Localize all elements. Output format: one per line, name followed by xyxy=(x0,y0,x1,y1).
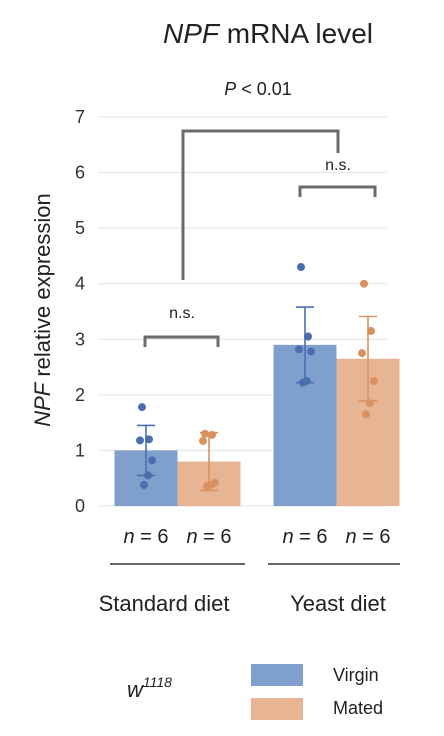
bracket-between-diets xyxy=(181,129,340,280)
data-point-mated xyxy=(362,410,370,419)
data-point-virgin xyxy=(138,403,146,412)
strain-label-base: w xyxy=(127,677,145,702)
data-point-virgin xyxy=(307,347,315,356)
bracket-standard-diet xyxy=(143,335,220,347)
group-label-yeast: Yeast diet xyxy=(290,591,386,616)
data-point-mated xyxy=(201,429,209,438)
y-tick-label: 1 xyxy=(75,440,85,460)
data-point-virgin xyxy=(297,263,305,272)
data-point-virgin xyxy=(148,456,156,465)
data-point-virgin xyxy=(304,332,312,341)
p-value-label: P < 0.01 xyxy=(224,79,292,99)
data-point-virgin xyxy=(299,378,307,387)
data-point-mated xyxy=(370,376,378,385)
legend-swatch-virgin xyxy=(251,664,303,686)
strain-label: w1118 xyxy=(127,674,172,702)
y-axis-ticks: 0 1 2 3 4 5 6 7 xyxy=(75,107,85,516)
y-tick-label: 4 xyxy=(75,274,85,294)
data-point-mated xyxy=(366,399,374,408)
legend-swatch-mated xyxy=(251,698,303,720)
data-point-mated xyxy=(208,430,216,439)
y-tick-label: 5 xyxy=(75,218,85,238)
bracket-yeast-diet xyxy=(298,185,377,197)
y-axis-label-italic: NPF xyxy=(30,381,55,427)
y-axis-label: NPF relative expression xyxy=(30,193,55,427)
significance-brackets xyxy=(143,129,377,347)
n-label: n = 6 xyxy=(186,526,231,548)
data-point-virgin xyxy=(144,471,152,480)
chart-title-italic: NPF xyxy=(163,18,221,49)
data-point-mated xyxy=(199,436,207,445)
n-labels: n = 6 n = 6 n = 6 n = 6 xyxy=(123,526,390,548)
legend-label-mated: Mated xyxy=(333,698,383,718)
y-tick-label: 3 xyxy=(75,329,85,349)
y-tick-label: 0 xyxy=(75,496,85,516)
n-label: n = 6 xyxy=(282,526,327,548)
ns-label-standard: n.s. xyxy=(169,305,195,322)
legend: Virgin Mated xyxy=(251,664,383,720)
ns-label-yeast: n.s. xyxy=(325,157,351,174)
bars xyxy=(114,344,400,506)
n-label: n = 6 xyxy=(345,526,390,548)
group-label-standard: Standard diet xyxy=(99,591,230,616)
y-tick-label: 2 xyxy=(75,385,85,405)
y-axis-label-rest: relative expression xyxy=(30,193,55,383)
legend-label-virgin: Virgin xyxy=(333,665,379,685)
p-value-rest: < 0.01 xyxy=(236,79,292,99)
n-label: n = 6 xyxy=(123,526,168,548)
chart-title-rest: mRNA level xyxy=(219,18,373,49)
data-points xyxy=(136,263,378,490)
data-point-mated xyxy=(358,349,366,358)
data-point-mated xyxy=(367,326,375,335)
data-point-virgin xyxy=(140,480,148,489)
data-point-virgin xyxy=(145,435,153,444)
y-tick-label: 7 xyxy=(75,107,85,127)
data-point-virgin xyxy=(295,345,303,354)
y-tick-label: 6 xyxy=(75,163,85,183)
data-point-mated xyxy=(360,279,368,288)
data-point-mated xyxy=(203,481,211,490)
data-point-virgin xyxy=(136,436,144,445)
chart-title: NPF mRNA level xyxy=(163,18,373,49)
strain-label-superscript: 1118 xyxy=(143,674,172,690)
